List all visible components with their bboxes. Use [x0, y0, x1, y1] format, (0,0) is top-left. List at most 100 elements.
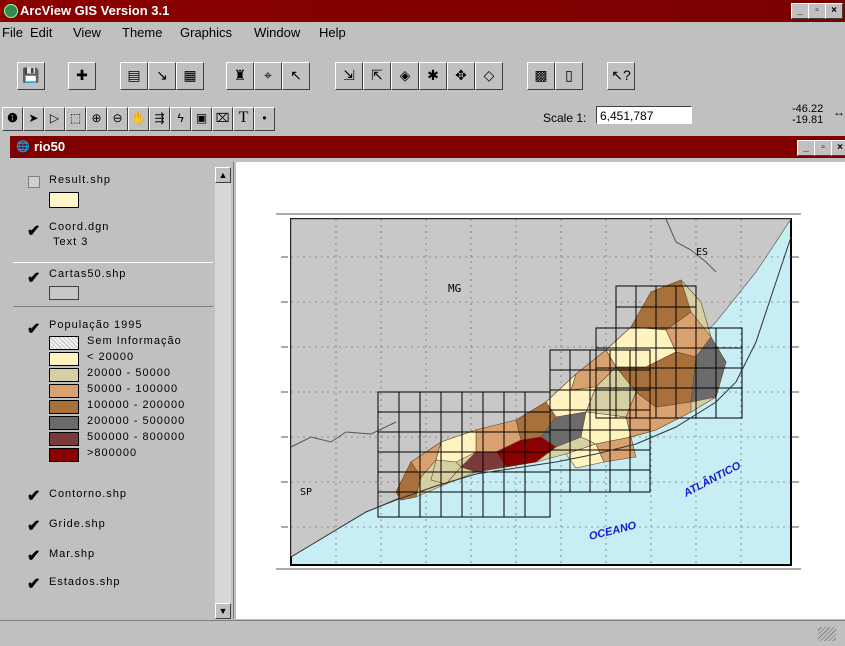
menu-help[interactable]: Help — [319, 25, 346, 40]
arcview-app-icon — [4, 4, 18, 18]
coastline — [290, 236, 792, 558]
view-close-button[interactable]: × — [831, 140, 845, 156]
theme-cartas-row[interactable] — [13, 262, 213, 307]
menu-edit[interactable]: Edit — [30, 25, 53, 40]
legend-swatch — [49, 400, 79, 414]
theme-populacao-name[interactable]: População 1995 — [49, 319, 143, 331]
text-tool-icon[interactable]: T — [233, 107, 254, 131]
legend-swatch — [49, 448, 79, 462]
help-icon[interactable]: ↖? — [607, 62, 635, 90]
menu-view[interactable]: View — [73, 25, 101, 40]
theme-gride-name[interactable]: Gride.shp — [49, 518, 106, 530]
legend-label: >800000 — [87, 447, 138, 459]
view-titlebar: 🌐 rio50 _ ▫ × — [10, 136, 845, 158]
save-icon[interactable]: 💾 — [17, 62, 45, 90]
menu-window[interactable]: Window — [254, 25, 301, 40]
pointer-icon[interactable]: ➤ — [23, 107, 44, 131]
legend-label: Sem Informação — [87, 335, 182, 347]
area-of-interest-icon[interactable]: ▣ — [191, 107, 212, 131]
gride-check-icon[interactable]: ✔ — [27, 518, 41, 535]
view-maximize-button[interactable]: ▫ — [814, 140, 832, 156]
select-feature-icon[interactable]: ⬚ — [65, 107, 86, 131]
legend-swatch — [49, 352, 79, 366]
theme-contorno-name[interactable]: Contorno.shp — [49, 488, 128, 500]
scale-input[interactable]: 6,451,787 — [596, 106, 692, 124]
legend-row: 100000 - 200000 — [49, 399, 199, 414]
app-title: ArcView GIS Version 3.1 — [20, 3, 170, 18]
zoom-active-themes-icon[interactable]: ⇱ — [363, 62, 391, 90]
legend-row: 20000 - 50000 — [49, 367, 199, 382]
map-display[interactable]: MG ES SP OCEANO ATLÂNTICO — [236, 162, 845, 619]
find-icon[interactable]: ♜ — [226, 62, 254, 90]
toc-scrollbar[interactable]: ▲ ▼ — [215, 167, 231, 619]
legend-label: 100000 - 200000 — [87, 399, 186, 411]
resize-grip-icon[interactable] — [818, 627, 836, 641]
state-boundary — [665, 218, 717, 273]
select-features-icon[interactable]: ▩ — [527, 62, 555, 90]
theme-cartas-name[interactable]: Cartas50.shp — [49, 268, 127, 280]
coord-arrows-icon: ↔ — [833, 105, 845, 119]
hotlink-icon[interactable]: ϟ — [170, 107, 191, 131]
minimize-button[interactable]: _ — [791, 3, 809, 19]
legend-row: < 20000 — [49, 351, 199, 366]
menu-theme[interactable]: Theme — [122, 25, 163, 40]
legend-row: 50000 - 100000 — [49, 383, 199, 398]
maximize-button[interactable]: ▫ — [808, 3, 826, 19]
result-symbol — [49, 192, 79, 208]
zoom-in-tool-icon[interactable]: ⊕ — [86, 107, 107, 131]
menu-file[interactable]: File — [2, 25, 23, 40]
theme-mar-name[interactable]: Mar.shp — [49, 548, 96, 560]
theme-properties-icon[interactable]: ▤ — [120, 62, 148, 90]
mar-check-icon[interactable]: ✔ — [27, 548, 41, 565]
open-table-icon[interactable]: ▦ — [176, 62, 204, 90]
legend-label: 20000 - 50000 — [87, 367, 171, 379]
theme-estados-name[interactable]: Estados.shp — [49, 576, 121, 588]
close-button[interactable]: × — [825, 3, 843, 19]
menu-graphics[interactable]: Graphics — [180, 25, 233, 40]
scroll-up-icon[interactable]: ▲ — [215, 167, 231, 183]
legend-row: Sem Informação — [49, 335, 199, 350]
zoom-full-extent-icon[interactable]: ⇲ — [335, 62, 363, 90]
view-minimize-button[interactable]: _ — [797, 140, 815, 156]
identify-icon[interactable]: ❶ — [2, 107, 23, 131]
vertex-edit-icon[interactable]: ▷ — [44, 107, 65, 131]
status-bar — [0, 620, 845, 646]
zoom-in-icon[interactable]: ✱ — [419, 62, 447, 90]
cartas-symbol — [49, 286, 79, 300]
theme-result-name[interactable]: Result.shp — [49, 174, 111, 186]
result-checkbox[interactable] — [28, 176, 40, 188]
graticule-lines — [291, 219, 791, 565]
legend-swatch — [49, 416, 79, 430]
draw-point-icon[interactable]: • — [254, 107, 275, 131]
zoom-out-icon[interactable]: ✥ — [447, 62, 475, 90]
edit-legend-icon[interactable]: ↘ — [148, 62, 176, 90]
label-icon[interactable]: ⌧ — [212, 107, 233, 131]
app-titlebar: ArcView GIS Version 3.1 _ ▫ × — [0, 0, 845, 22]
add-theme-icon[interactable]: ✚ — [68, 62, 96, 90]
zoom-previous-icon[interactable]: ◇ — [475, 62, 503, 90]
query-builder-icon[interactable]: ↖ — [282, 62, 310, 90]
cartas-check-icon[interactable]: ✔ — [27, 270, 41, 287]
contorno-check-icon[interactable]: ✔ — [27, 488, 41, 505]
measure-icon[interactable]: ⇶ — [149, 107, 170, 131]
theme-coord-sub: Text 3 — [53, 236, 89, 248]
graticule-ticks — [276, 213, 801, 570]
locate-address-icon[interactable]: ⌖ — [254, 62, 282, 90]
pan-icon[interactable]: ✋ — [128, 107, 149, 131]
clear-selection-icon[interactable]: ▯ — [555, 62, 583, 90]
label-es: ES — [696, 247, 708, 258]
populacao-check-icon[interactable]: ✔ — [27, 321, 41, 338]
label-mg: MG — [448, 282, 461, 295]
sheet-grid — [377, 285, 743, 518]
zoom-out-tool-icon[interactable]: ⊖ — [107, 107, 128, 131]
theme-coord-name[interactable]: Coord.dgn — [49, 221, 110, 233]
view-title: rio50 — [34, 139, 66, 154]
legend-label: < 20000 — [87, 351, 135, 363]
legend-row: 200000 - 500000 — [49, 415, 199, 430]
view-icon: 🌐 — [16, 141, 30, 153]
zoom-selected-icon[interactable]: ◈ — [391, 62, 419, 90]
map-canvas[interactable]: MG ES SP OCEANO ATLÂNTICO — [236, 162, 845, 619]
coord-check-icon[interactable]: ✔ — [27, 223, 41, 240]
estados-check-icon[interactable]: ✔ — [27, 576, 41, 593]
scroll-down-icon[interactable]: ▼ — [215, 603, 231, 619]
